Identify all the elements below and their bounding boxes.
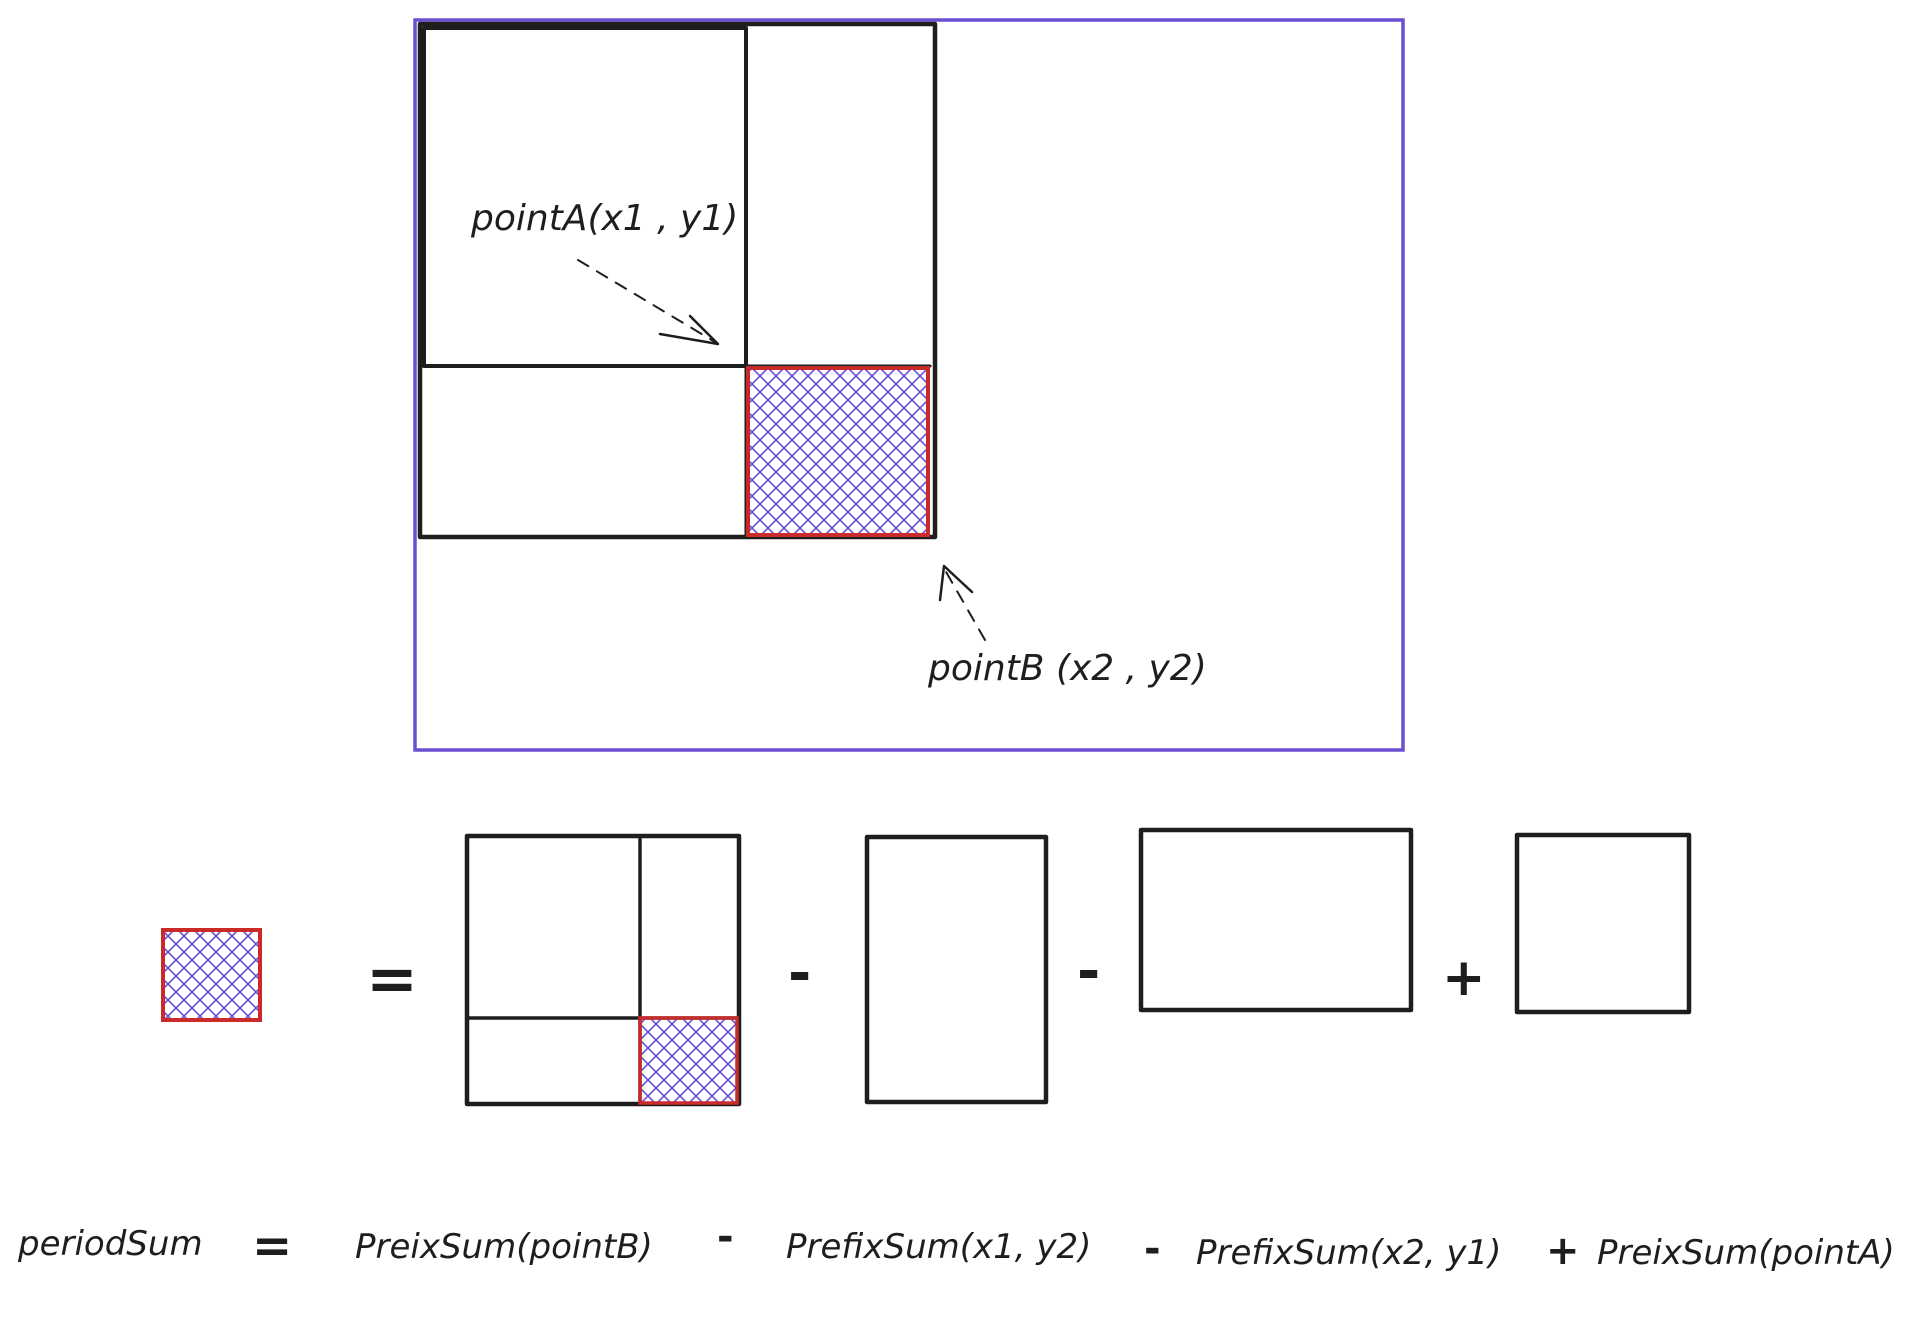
target-region-small (161, 928, 262, 1022)
equals-sign: = (366, 942, 418, 1015)
prefix-block-x2-y1 (1138, 827, 1414, 1013)
point-a-arrow (577, 259, 720, 346)
prefix-block-b (464, 833, 742, 1107)
prefix-block-a (1514, 832, 1692, 1015)
formula-op-2: - (1144, 1226, 1161, 1272)
matrix-frame (413, 18, 1405, 752)
minus-sign-1: - (788, 941, 811, 1006)
prefix-block-outer (417, 21, 938, 540)
prefix-block-top-left (422, 26, 748, 368)
target-region-mini (638, 1016, 739, 1105)
point-b-arrow (938, 564, 986, 641)
point-b-label: pointB (x2 , y2) (927, 648, 1207, 689)
equation-diagram: = - - + (161, 827, 1692, 1107)
formula-term-3: PrefixSum(x2, y1) (1196, 1233, 1501, 1273)
formula-term-2: PrefixSum(x1, y2) (786, 1227, 1091, 1267)
minus-sign-2: - (1077, 939, 1100, 1004)
formula-op-1: - (717, 1214, 734, 1260)
formula-lhs: periodSum (17, 1224, 203, 1264)
top-diagram: pointA(x1 , y1) pointB (x2 , y2) (413, 18, 1405, 752)
target-region (746, 366, 930, 537)
prefix-block-x1-y2 (864, 834, 1049, 1105)
point-a-label: pointA(x1 , y1) (470, 198, 738, 239)
formula-term-4: PreixSum(pointA) (1597, 1233, 1895, 1273)
formula: periodSum = PreixSum(pointB) - PrefixSum… (17, 1214, 1895, 1274)
plus-sign: + (1442, 948, 1486, 1008)
formula-term-1: PreixSum(pointB) (355, 1227, 653, 1267)
formula-equals: = (252, 1218, 292, 1274)
formula-op-3: + (1546, 1228, 1580, 1274)
